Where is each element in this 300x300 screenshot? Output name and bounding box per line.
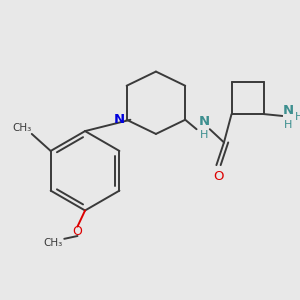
Text: H: H bbox=[295, 112, 300, 122]
Text: H: H bbox=[200, 130, 208, 140]
Text: H: H bbox=[284, 120, 292, 130]
Text: CH₃: CH₃ bbox=[13, 123, 32, 133]
Text: CH₃: CH₃ bbox=[43, 238, 62, 248]
Text: N: N bbox=[283, 104, 294, 117]
Text: O: O bbox=[73, 225, 82, 238]
Text: N: N bbox=[199, 115, 210, 128]
Text: O: O bbox=[213, 170, 224, 183]
Text: N: N bbox=[113, 113, 124, 126]
